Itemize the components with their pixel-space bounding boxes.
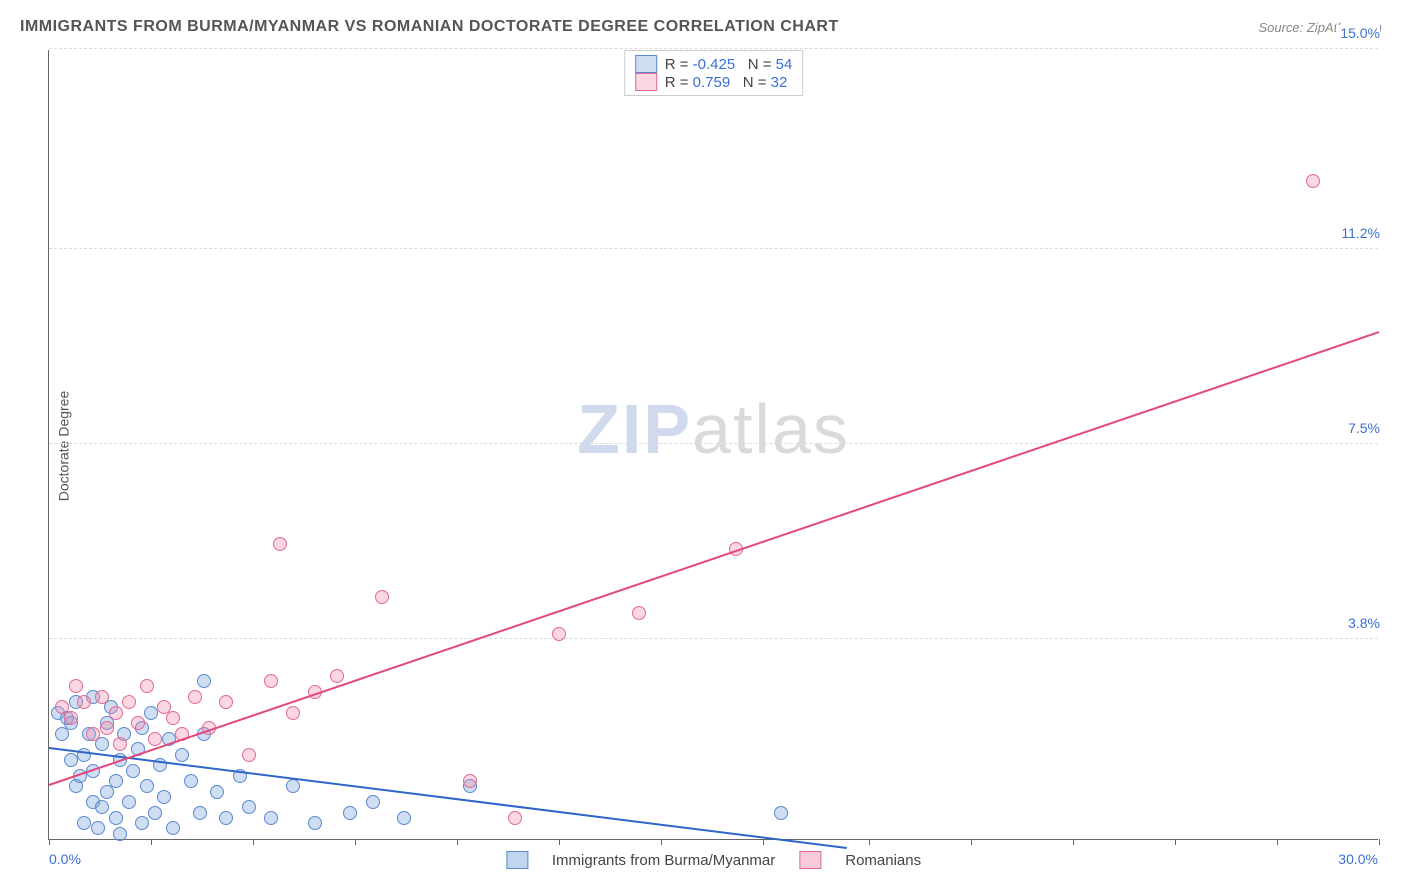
legend-swatch <box>635 55 657 73</box>
data-point <box>64 711 78 725</box>
data-point <box>193 806 207 820</box>
data-point <box>242 800 256 814</box>
scatter-plot: ZIPatlas R = -0.425 N = 54R = 0.759 N = … <box>48 50 1378 840</box>
data-point <box>86 727 100 741</box>
stats-legend: R = -0.425 N = 54R = 0.759 N = 32 <box>624 50 804 96</box>
x-tick-mark <box>559 839 560 845</box>
legend-stats: R = 0.759 N = 32 <box>665 74 788 91</box>
x-axis-min-label: 0.0% <box>49 851 81 867</box>
data-point <box>126 764 140 778</box>
data-point <box>109 811 123 825</box>
data-point <box>157 790 171 804</box>
data-point <box>135 816 149 830</box>
data-point <box>463 774 477 788</box>
chart-title: IMMIGRANTS FROM BURMA/MYANMAR VS ROMANIA… <box>20 18 839 36</box>
data-point <box>144 706 158 720</box>
data-point <box>122 695 136 709</box>
x-tick-mark <box>1379 839 1380 845</box>
x-tick-mark <box>1175 839 1176 845</box>
y-tick-label: 7.5% <box>1344 420 1380 436</box>
x-tick-mark <box>457 839 458 845</box>
y-tick-label: 15.0% <box>1336 25 1380 41</box>
data-point <box>148 732 162 746</box>
data-point <box>140 779 154 793</box>
data-point <box>397 811 411 825</box>
data-point <box>184 774 198 788</box>
legend-swatch <box>635 73 657 91</box>
data-point <box>264 674 278 688</box>
data-point <box>273 537 287 551</box>
data-point <box>113 827 127 841</box>
data-point <box>64 753 78 767</box>
data-point <box>286 779 300 793</box>
legend-label: Romanians <box>845 852 921 869</box>
legend-row: R = -0.425 N = 54 <box>635 55 793 73</box>
data-point <box>131 716 145 730</box>
series-legend: Immigrants from Burma/Myanmar Romanians <box>506 851 921 869</box>
data-point <box>166 821 180 835</box>
data-point <box>552 627 566 641</box>
x-tick-mark <box>661 839 662 845</box>
data-point <box>95 800 109 814</box>
data-point <box>219 811 233 825</box>
data-point <box>91 821 105 835</box>
data-point <box>122 795 136 809</box>
x-tick-mark <box>49 839 50 845</box>
watermark: ZIPatlas <box>577 389 850 469</box>
data-point <box>95 690 109 704</box>
x-tick-mark <box>1073 839 1074 845</box>
data-point <box>774 806 788 820</box>
legend-swatch <box>799 851 821 869</box>
data-point <box>264 811 278 825</box>
data-point <box>77 695 91 709</box>
y-tick-label: 3.8% <box>1344 615 1380 631</box>
data-point <box>219 695 233 709</box>
data-point <box>109 706 123 720</box>
data-point <box>109 774 123 788</box>
gridline <box>49 248 1378 249</box>
gridline <box>49 638 1378 639</box>
legend-row: R = 0.759 N = 32 <box>635 73 793 91</box>
data-point <box>197 674 211 688</box>
data-point <box>77 816 91 830</box>
data-point <box>210 785 224 799</box>
x-axis-max-label: 30.0% <box>1338 851 1378 867</box>
data-point <box>632 606 646 620</box>
x-tick-mark <box>869 839 870 845</box>
x-tick-mark <box>355 839 356 845</box>
data-point <box>343 806 357 820</box>
data-point <box>375 590 389 604</box>
data-point <box>366 795 380 809</box>
data-point <box>113 737 127 751</box>
gridline <box>49 48 1378 49</box>
data-point <box>308 816 322 830</box>
data-point <box>188 690 202 704</box>
x-tick-mark <box>971 839 972 845</box>
y-tick-label: 11.2% <box>1337 225 1380 241</box>
trend-line <box>49 331 1380 786</box>
data-point <box>1306 174 1320 188</box>
data-point <box>242 748 256 762</box>
data-point <box>508 811 522 825</box>
legend-label: Immigrants from Burma/Myanmar <box>552 852 775 869</box>
data-point <box>286 706 300 720</box>
legend-stats: R = -0.425 N = 54 <box>665 56 793 73</box>
data-point <box>166 711 180 725</box>
data-point <box>100 721 114 735</box>
x-tick-mark <box>253 839 254 845</box>
legend-swatch <box>506 851 528 869</box>
data-point <box>175 748 189 762</box>
data-point <box>330 669 344 683</box>
gridline <box>49 443 1378 444</box>
x-tick-mark <box>151 839 152 845</box>
x-tick-mark <box>1277 839 1278 845</box>
data-point <box>148 806 162 820</box>
x-tick-mark <box>763 839 764 845</box>
data-point <box>140 679 154 693</box>
data-point <box>69 679 83 693</box>
